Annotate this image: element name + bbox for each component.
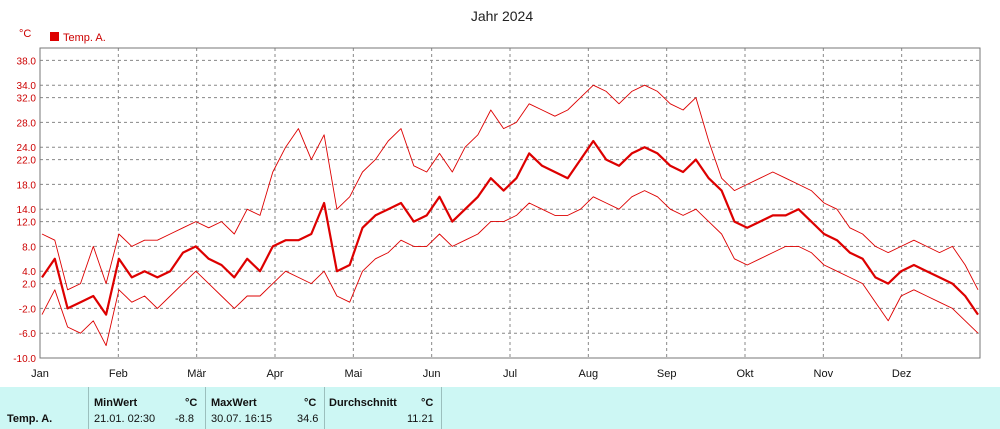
y-tick-label: 34.0 — [17, 81, 37, 92]
y-tick-label: -2.0 — [19, 304, 37, 315]
y-tick-label: -6.0 — [19, 329, 37, 340]
y-tick-label: 18.0 — [17, 180, 37, 191]
avg-header: Durchschnitt — [329, 397, 397, 409]
statistics-bar: Temp. A. MinWert °C 21.01. 02:30 -8.8 Ma… — [0, 387, 1000, 429]
avg-value: 11.21 — [407, 413, 434, 425]
max-unit: °C — [304, 397, 317, 409]
y-tick-label: 24.0 — [17, 143, 37, 154]
x-tick-label: Dez — [892, 368, 912, 380]
min-time: 21.01. 02:30 — [94, 413, 156, 425]
min-value: -8.8 — [175, 413, 194, 425]
series-line-min — [41, 190, 979, 347]
series-line-mean — [41, 139, 979, 316]
y-tick-label: 28.0 — [17, 118, 37, 129]
y-axis-unit: °C — [19, 28, 31, 40]
y-tick-label: 4.0 — [22, 267, 36, 278]
stats-label-cell: Temp. A. — [0, 387, 89, 429]
max-time: 30.07. 16:15 — [211, 413, 273, 425]
x-tick-label: Okt — [736, 368, 753, 380]
max-header: MaxWert — [211, 397, 257, 409]
x-tick-label: Feb — [109, 368, 128, 380]
avg-cell: Durchschnitt °C 11.21 — [325, 387, 442, 429]
y-tick-label: 2.0 — [22, 280, 36, 291]
max-cell: MaxWert °C 30.07. 16:15 34.6 — [206, 387, 325, 429]
y-tick-label: 12.0 — [17, 218, 37, 229]
avg-unit: °C — [421, 397, 434, 409]
chart-title: Jahr 2024 — [471, 8, 533, 24]
legend-label: Temp. A. — [63, 32, 106, 44]
x-tick-label: Sep — [657, 368, 677, 380]
x-tick-label: Apr — [266, 368, 283, 380]
y-tick-label: 22.0 — [17, 156, 37, 167]
y-tick-label: 14.0 — [17, 205, 37, 216]
x-tick-label: Nov — [814, 368, 834, 380]
y-tick-label: -10.0 — [13, 354, 36, 365]
min-unit: °C — [185, 397, 198, 409]
series-lines — [41, 84, 979, 347]
x-tick-label: Aug — [579, 368, 599, 380]
x-tick-label: Jun — [423, 368, 441, 380]
max-value: 34.6 — [297, 413, 319, 425]
temperature-chart: Jahr 2024 °C Temp. A. -10.0 -6.0 -2.0 2.0 4.… — [13, 8, 981, 380]
x-axis-ticks: Jan Feb Mär Apr Mai Jun Jul Aug Sep Okt Nov Dez — [31, 368, 911, 380]
plot-frame — [39, 47, 981, 359]
min-cell: MinWert °C 21.01. 02:30 -8.8 — [89, 387, 206, 429]
x-tick-label: Jul — [503, 368, 517, 380]
y-tick-label: 32.0 — [17, 94, 37, 105]
y-tick-label: 38.0 — [17, 56, 37, 67]
y-axis-ticks: -10.0 -6.0 -2.0 2.0 4.0 8.0 12.0 14.0 18.0 22.0 24… — [13, 56, 36, 365]
x-tick-label: Mär — [187, 368, 206, 380]
x-tick-label: Mai — [344, 368, 362, 380]
y-tick-label: 8.0 — [22, 242, 36, 253]
min-header: MinWert — [94, 397, 138, 409]
legend-swatch — [50, 32, 59, 41]
stats-row-label: Temp. A. — [7, 413, 53, 425]
x-tick-label: Jan — [31, 368, 49, 380]
series-line-max — [41, 84, 979, 291]
grid-lines — [40, 48, 980, 359]
